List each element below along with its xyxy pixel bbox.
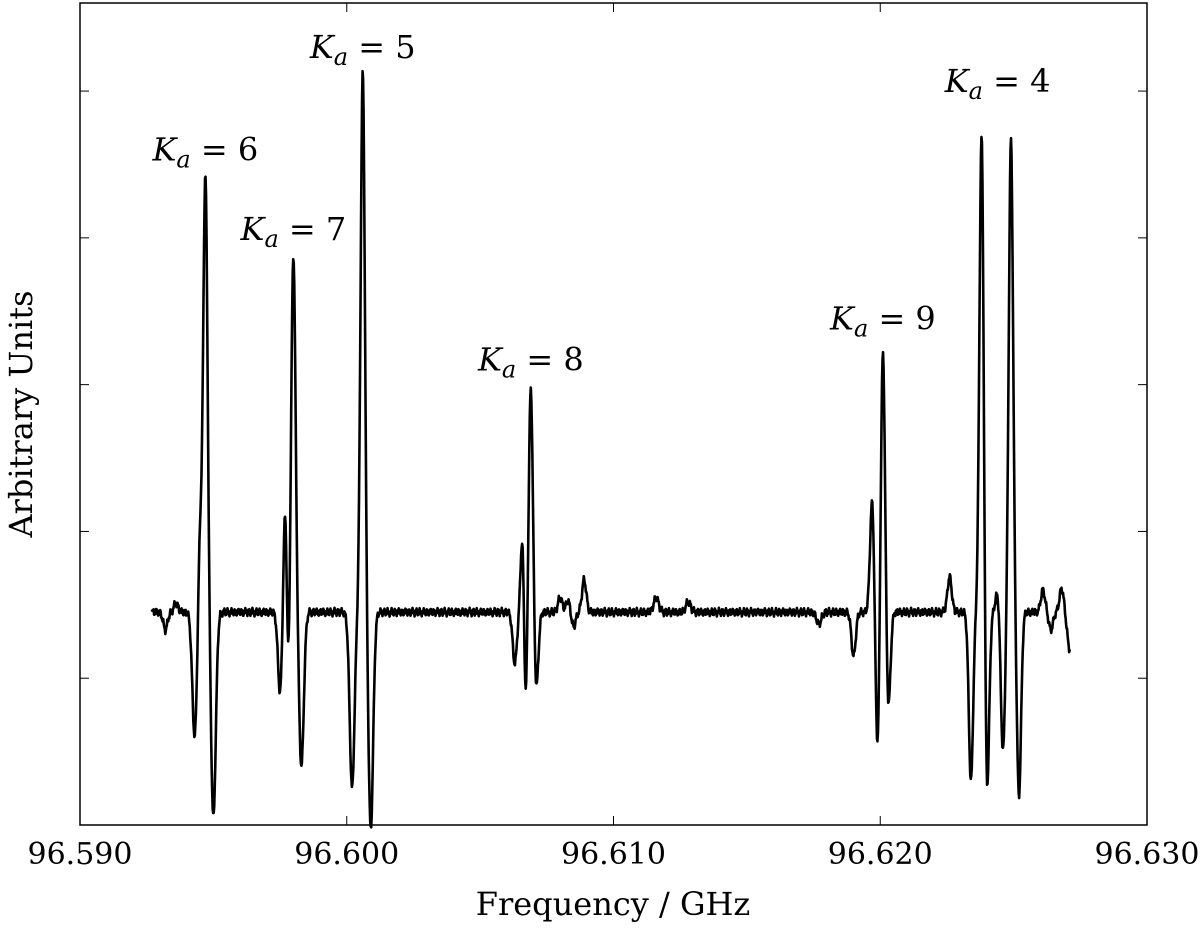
peak-label-3: Ka = 8 [477,341,584,384]
peak-label-1: Ka = 7 [240,210,347,253]
peak-label-2: Ka = 5 [309,28,416,71]
x-tick-label-2: 96.610 [561,837,666,872]
x-tick-label-1: 96.600 [294,837,399,872]
peak-label-4: Ka = 9 [829,300,936,343]
x-tick-label-4: 96.630 [1095,837,1200,872]
x-axis-label: Frequency / GHz [476,885,751,923]
x-tick-labels: 96.590 96.600 96.610 96.620 96.630 [28,837,1200,872]
peak-annotations: Ka = 6 Ka = 7 Ka = 5 Ka = 8 Ka = 9 Ka = 4 [152,28,1051,384]
peak-label-5: Ka = 4 [944,62,1051,105]
y-axis-label: Arbitrary Units [2,291,40,539]
axis-ticks [79,3,1148,826]
peak-label-0: Ka = 6 [152,131,259,174]
x-tick-label-0: 96.590 [28,837,133,872]
spectrum-line [150,69,1071,829]
x-tick-label-3: 96.620 [828,837,933,872]
